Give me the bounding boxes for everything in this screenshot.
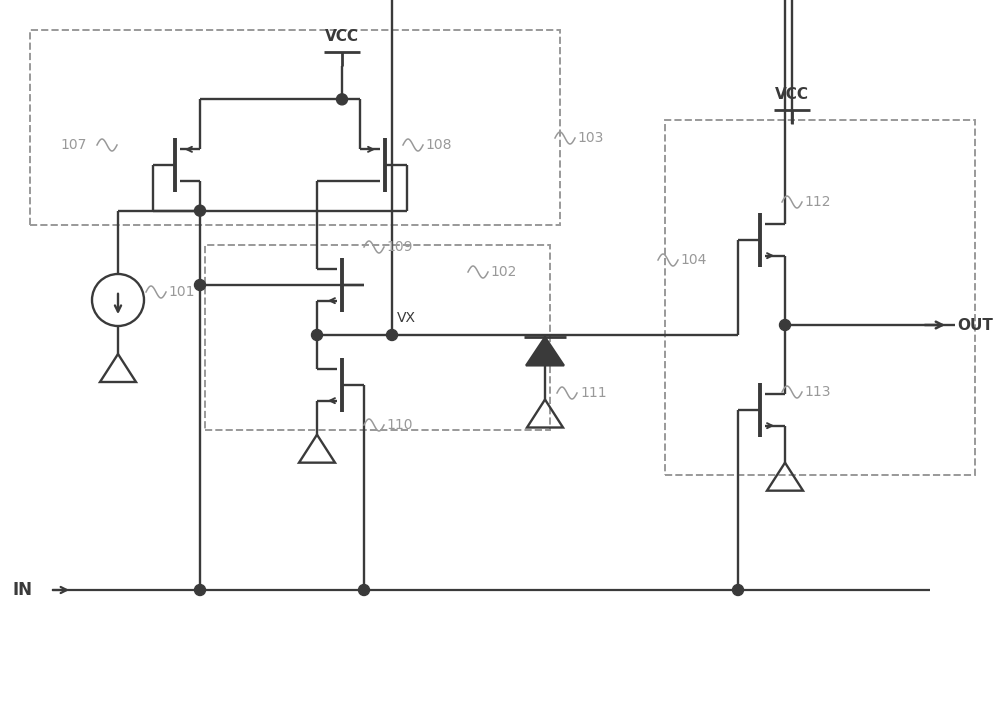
Circle shape (732, 585, 744, 595)
Text: VCC: VCC (775, 87, 809, 102)
Circle shape (336, 94, 348, 105)
Polygon shape (526, 337, 564, 366)
Circle shape (194, 205, 206, 216)
Circle shape (194, 585, 206, 595)
Text: 107: 107 (61, 138, 87, 152)
Circle shape (194, 279, 206, 290)
Circle shape (312, 330, 322, 341)
Circle shape (386, 330, 398, 341)
Circle shape (780, 320, 790, 330)
Text: 109: 109 (386, 240, 413, 254)
Circle shape (358, 585, 370, 595)
Text: 112: 112 (804, 195, 830, 209)
Text: 104: 104 (680, 253, 706, 267)
Text: 108: 108 (425, 138, 452, 152)
Text: IN: IN (12, 581, 32, 599)
Text: 113: 113 (804, 385, 830, 399)
Text: 103: 103 (577, 131, 603, 145)
Text: OUT: OUT (957, 318, 993, 333)
Text: VX: VX (397, 311, 416, 325)
Text: VCC: VCC (325, 29, 359, 44)
Text: 110: 110 (386, 418, 413, 432)
Text: 111: 111 (580, 386, 607, 400)
Text: 102: 102 (490, 265, 516, 279)
Text: 101: 101 (168, 285, 194, 299)
